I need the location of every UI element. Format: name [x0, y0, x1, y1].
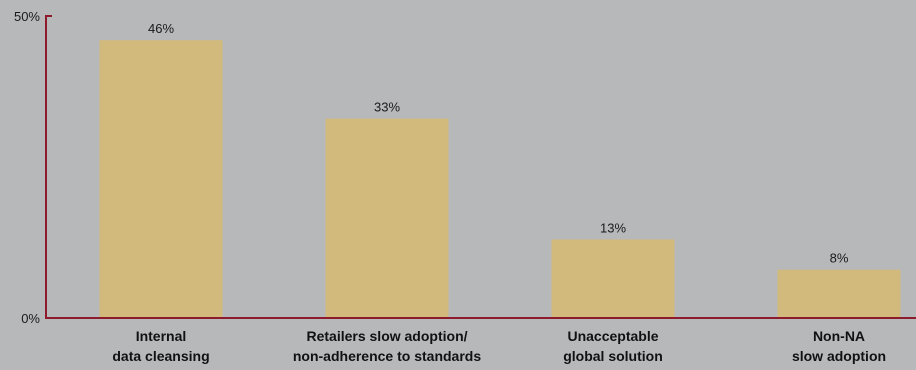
category-labels: Internal data cleansing Retailers slow ado…	[112, 328, 886, 364]
bar	[325, 118, 449, 319]
category-label-line: non-adherence to standards	[293, 348, 481, 364]
category-label-line: Unacceptable	[567, 328, 658, 344]
category-label-line: global solution	[563, 348, 663, 364]
category-label-line: data cleansing	[112, 348, 209, 364]
category-label-line: slow adoption	[792, 348, 886, 364]
category-label: Internal data cleansing	[112, 328, 209, 364]
category-label-line: Internal	[136, 328, 187, 344]
category-label-line: Retailers slow adoption/	[306, 328, 467, 344]
category-label: Non-NA slow adoption	[792, 328, 886, 364]
bar	[777, 269, 901, 318]
bar-value-label: 8%	[830, 251, 849, 266]
axes-layer	[45, 15, 916, 319]
bar	[99, 40, 223, 318]
category-label-line: Non-NA	[813, 328, 865, 344]
data-labels-layer: 46% 33% 13% 8%	[148, 21, 849, 266]
bars-layer	[99, 40, 901, 319]
bar-value-label: 46%	[148, 21, 174, 36]
bar-value-label: 33%	[374, 100, 400, 115]
category-label: Retailers slow adoption/non-adherence to…	[293, 328, 481, 364]
category-label: Unacceptable global solution	[563, 328, 663, 364]
bar-value-label: 13%	[600, 220, 626, 235]
y-tick-label: 50%	[14, 9, 40, 24]
bar	[551, 239, 675, 318]
y-tick-labels: 50% 0%	[14, 9, 40, 326]
y-tick-label: 0%	[21, 311, 40, 326]
